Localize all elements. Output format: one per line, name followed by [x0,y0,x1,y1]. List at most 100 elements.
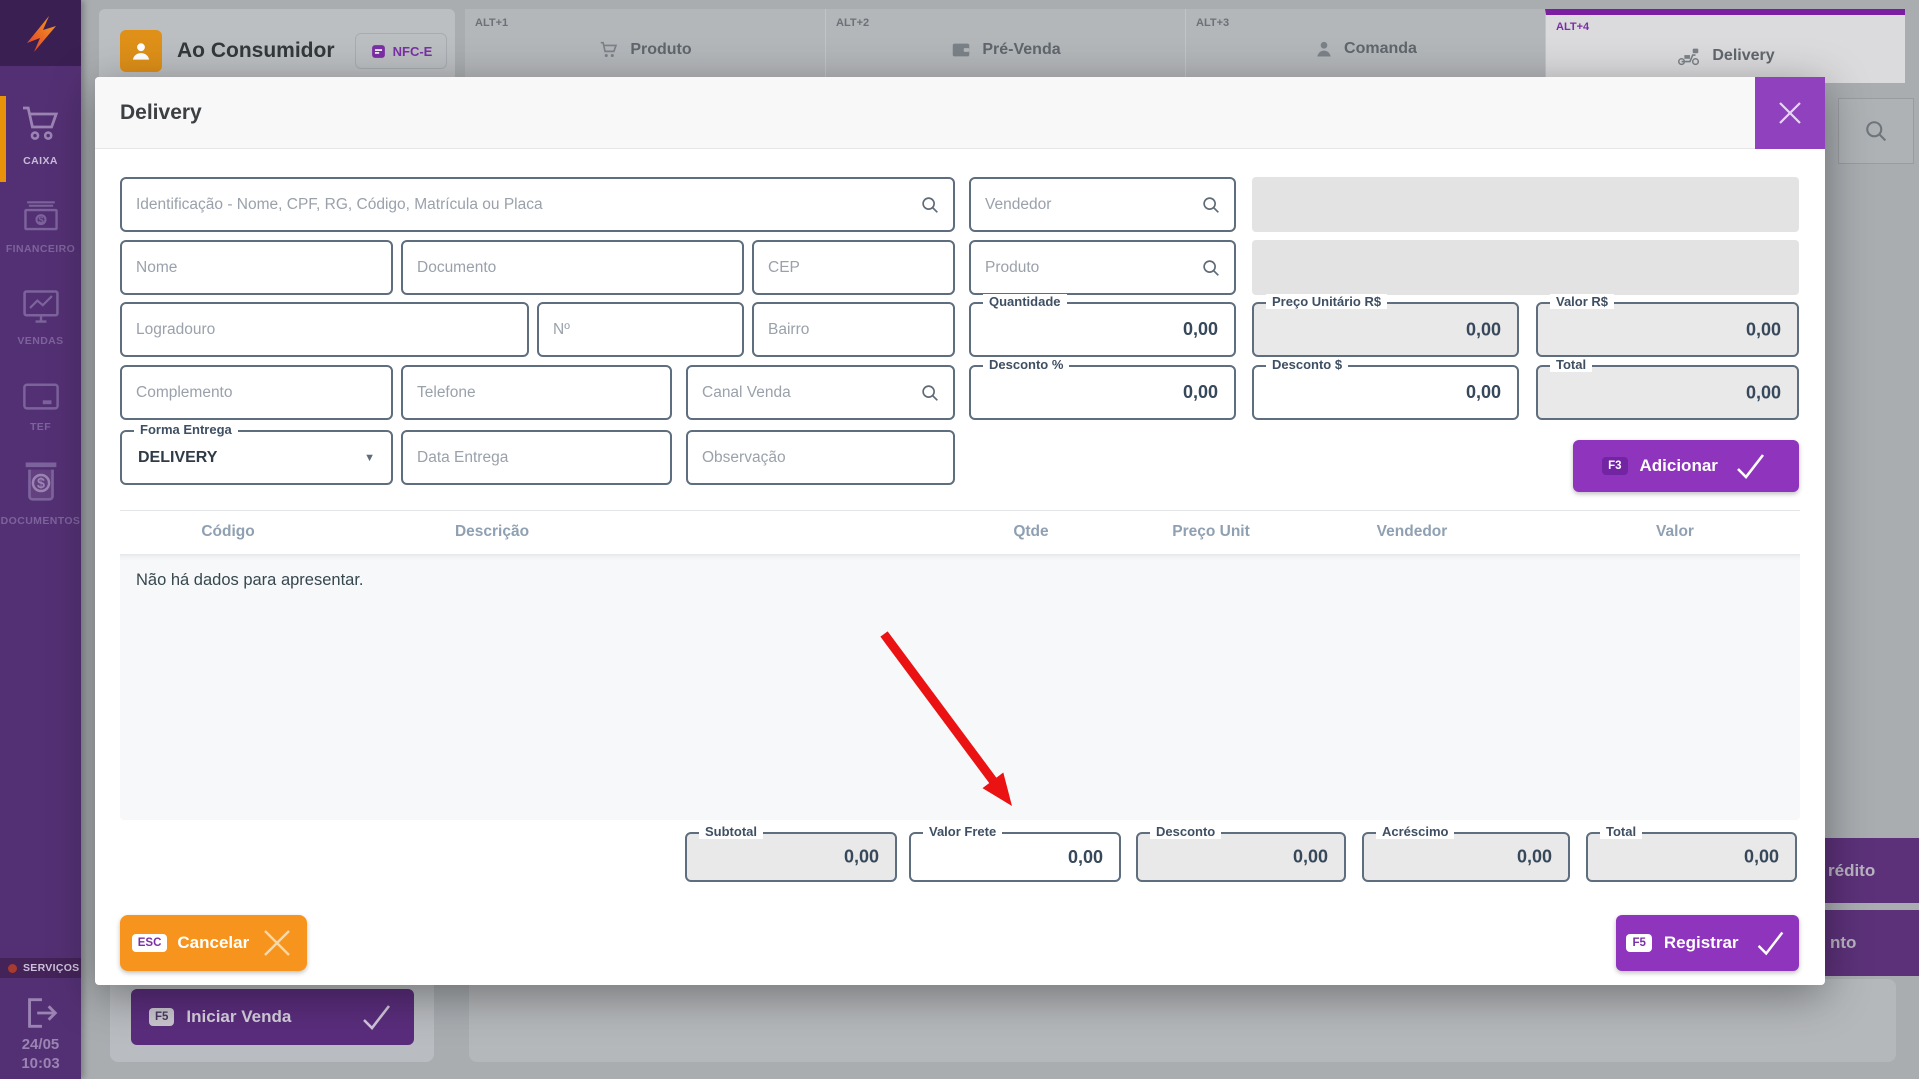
mode-tabs: ALT+1 Produto ALT+2 Pré-Venda ALT+3 [465,9,1905,83]
total-field: Total 0,00 [1586,824,1797,882]
nfce-icon [371,44,385,58]
nfce-badge[interactable]: NFC-E [355,33,447,69]
search-icon [1866,121,1887,142]
vendedor-input[interactable] [971,179,1234,230]
column-header: Vendedor [1376,523,1448,540]
field-label: Total [1600,824,1643,839]
preco-unitario-value: 0,00 [1465,319,1501,339]
column-header: Valor [1656,523,1694,540]
page-search-button[interactable] [1838,98,1914,164]
register-button[interactable]: F5 Registrar [1616,915,1799,971]
numero-input[interactable] [539,304,742,355]
complemento-input[interactable] [122,367,391,418]
shortcut-badge: F5 [1626,934,1652,952]
complemento-field [120,365,393,420]
register-button-label: Registrar [1663,933,1739,952]
acrescimo-value: 0,00 [1516,846,1552,867]
delivery-modal: Delivery [95,77,1825,985]
bairro-field [752,302,955,357]
add-button-label: Adicionar [1639,456,1718,475]
sidebar-item-servicos[interactable]: SERVIÇOS [0,958,81,978]
forma-entrega-select[interactable]: Forma Entrega DELIVERY ▼ [120,422,393,485]
tab-pre-venda[interactable]: ALT+2 Pré-Venda [825,9,1185,83]
close-icon [1779,102,1801,124]
sidebar-item-financeiro[interactable]: $ FINANCEIRO [0,198,81,255]
sidebar: CAIXA $ FINANCEIRO VENDAS T [0,0,81,1079]
check-icon [1757,931,1783,956]
sidebar-item-caixa[interactable]: CAIXA [0,100,81,167]
field-label: Acréscimo [1376,824,1455,839]
vendedor-field [969,177,1236,232]
status-dot [8,963,17,973]
vendedor-display-box [1252,177,1799,232]
cancel-button[interactable]: ESC Cancelar [120,915,307,971]
bairro-input[interactable] [754,304,953,355]
logradouro-field [120,302,529,357]
modal-close-button[interactable] [1755,77,1825,149]
identificacao-input[interactable] [122,179,953,230]
desconto-pct-input[interactable] [971,367,1234,418]
add-item-button[interactable]: F3 Adicionar [1573,440,1799,492]
x-icon [264,930,291,956]
logradouro-input[interactable] [122,304,527,355]
start-sale-button[interactable]: F5 Iniciar Venda [131,989,414,1045]
modal-title: Delivery [120,101,202,124]
sidebar-item-tef[interactable]: TEF [0,380,81,433]
valor-frete-field: Valor Frete [909,824,1121,882]
active-item-bar [0,96,6,182]
valor-rs-field: Valor R$ 0,00 [1536,294,1799,357]
acrescimo-field: Acréscimo 0,00 [1362,824,1570,882]
documento-field [401,240,744,295]
valor-frete-input[interactable] [911,834,1119,880]
status-time: 10:03 [21,1055,60,1072]
observacao-input[interactable] [688,432,953,483]
svg-text:$: $ [38,215,44,226]
field-label: Forma Entrega [134,422,238,437]
subtotal-field: Subtotal 0,00 [685,824,897,882]
field-label: Preço Unitário R$ [1266,294,1388,309]
observacao-field [686,430,955,485]
telefone-input[interactable] [403,367,670,418]
servicos-label: SERVIÇOS [23,962,80,974]
nome-input[interactable] [122,242,391,293]
desconto-total-field: Desconto 0,00 [1136,824,1346,882]
quantidade-input[interactable] [971,304,1234,355]
tab-comanda[interactable]: ALT+3 Comanda [1185,9,1545,83]
empty-table-message: Não há dados para apresentar. [136,571,364,589]
tab-produto[interactable]: ALT+1 Produto [465,9,825,83]
items-table-header: Código Descrição Qtde Preço Unit Vendedo… [120,510,1800,556]
documento-input[interactable] [403,242,742,293]
tab-shortcut: ALT+3 [1196,17,1230,29]
identificacao-field [120,177,955,232]
person-icon [1317,41,1331,57]
search-icon[interactable] [919,382,941,404]
sidebar-item-label: CAIXA [23,155,58,167]
field-label: Valor Frete [923,824,1003,839]
cep-input[interactable] [754,242,953,293]
check-icon [1736,454,1764,479]
column-header: Preço Unit [1172,523,1250,540]
search-icon[interactable] [919,194,941,216]
cep-field [752,240,955,295]
sidebar-item-vendas[interactable]: VENDAS [0,286,81,347]
preco-unitario-field: Preço Unitário R$ 0,00 [1252,294,1519,357]
produto-input[interactable] [971,242,1234,293]
search-icon[interactable] [1200,257,1222,279]
sidebar-item-documentos[interactable]: $ DOCUMENTOS [0,458,81,527]
sidebar-item-label: VENDAS [17,335,64,347]
total-item-field: Total 0,00 [1536,357,1799,420]
tab-delivery[interactable]: ALT+4 Delivery [1545,9,1905,83]
sidebar-item-label: DOCUMENTOS [0,515,81,527]
desconto-pct-field: Desconto % [969,357,1236,420]
column-header: Qtde [1013,523,1049,540]
wallet-icon [953,43,970,57]
shortcut-badge: F5 [149,1008,175,1026]
canal-venda-input[interactable] [688,367,953,418]
desconto-val-input[interactable] [1254,367,1517,418]
total-value: 0,00 [1743,846,1779,867]
search-icon[interactable] [1200,194,1222,216]
customer-name: Ao Consumidor [177,39,335,62]
data-entrega-input[interactable] [403,432,670,483]
exit-button[interactable] [0,992,81,1034]
